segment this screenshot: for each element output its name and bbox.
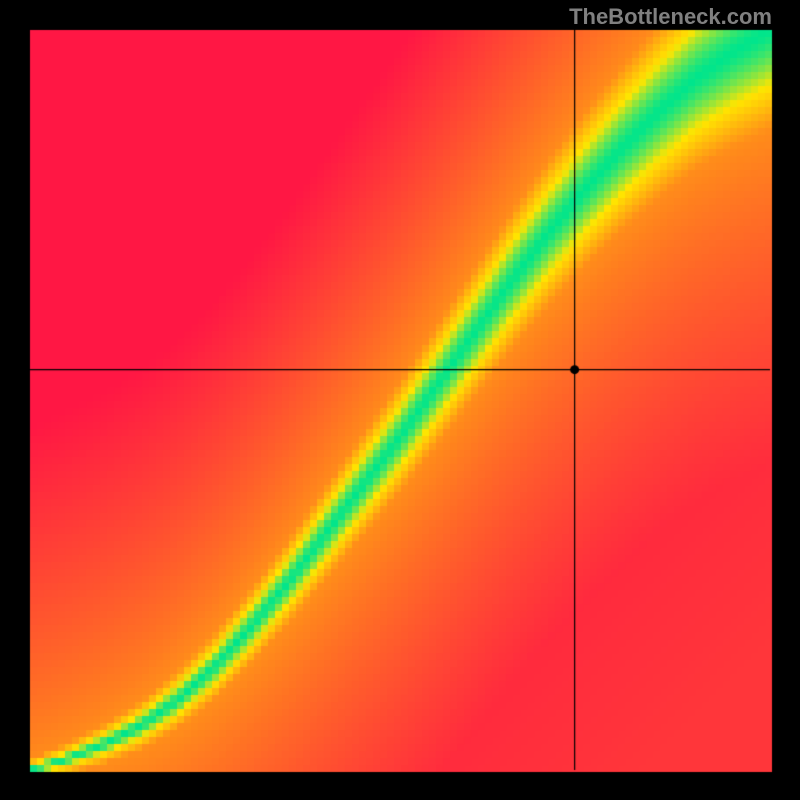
watermark-label: TheBottleneck.com <box>569 4 772 30</box>
bottleneck-heatmap <box>0 0 800 800</box>
chart-container: TheBottleneck.com <box>0 0 800 800</box>
